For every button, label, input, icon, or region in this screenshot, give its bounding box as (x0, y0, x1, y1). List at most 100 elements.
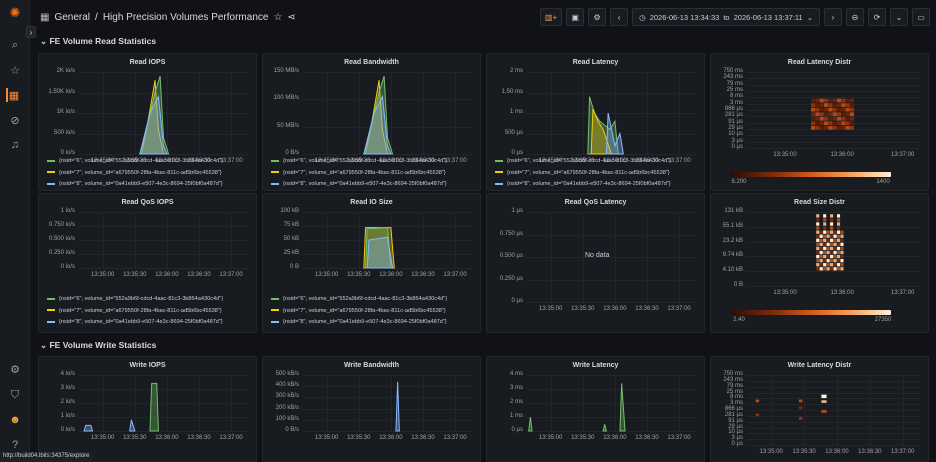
legend-item[interactable]: {nsid="6", volume_id="552a9b6f-cdcd-4aac… (271, 294, 447, 306)
panel-title[interactable]: Read IO Size (350, 199, 393, 206)
heatmap-cell (828, 116, 833, 121)
legend-item[interactable]: {nsid="7", volume_id="a679550f-28fa-4bac… (271, 306, 447, 318)
row-title-text: FE Volume Write Statistics (49, 340, 157, 350)
panel-title[interactable]: Read QoS Latency (564, 199, 627, 206)
time-shift-forward-button[interactable]: › (824, 8, 842, 26)
panel-read_iops[interactable]: Read IOPS 2K io/s 1.50K io/s 1K io/s 500 io/… (38, 53, 257, 191)
heatmap-cell (823, 125, 829, 130)
panel-read_bw[interactable]: Read Bandwidth 150 MB/s 100 MB/s 50 MB/s 0 B… (262, 53, 481, 191)
refresh-interval-picker[interactable]: ⌄ (890, 8, 908, 26)
series-area (587, 96, 624, 155)
panel-read_lat_distr[interactable]: Read Latency Distr 750 ms 243 ms 79 ms 25 ms… (710, 53, 929, 191)
help-icon[interactable]: ? (11, 439, 19, 451)
panel-title[interactable]: Read Latency Distr (787, 59, 852, 66)
panel-title[interactable]: Write Bandwidth (343, 362, 400, 369)
legend-item[interactable]: {nsid="8", volume_id="0a41ebb9-e507-4e3c… (47, 317, 223, 329)
legend-item[interactable]: {nsid="6", volume_id="552a9b6f-cdcd-4aac… (271, 156, 447, 168)
search-icon[interactable]: ⌕ (11, 38, 19, 51)
panel-write_lat[interactable]: Write Latency 4 ms 3 ms 2 ms 1 ms 0 µs 13:35:0… (486, 356, 705, 462)
grafana-logo-icon[interactable]: ✺ (9, 5, 21, 20)
heatmap-cell (849, 121, 855, 126)
legend-item[interactable]: {nsid="7", volume_id="a679550f-28fa-4bac… (47, 168, 223, 180)
refresh-button[interactable]: ⟳ (868, 8, 886, 26)
heatmap-cell (830, 242, 834, 247)
time-shift-back-button[interactable]: ‹ (610, 8, 629, 26)
grid-line (747, 78, 920, 80)
grid-line (646, 212, 648, 302)
y-tick-label: 2 io/s (60, 399, 75, 405)
legend-item[interactable]: {nsid="6", volume_id="552a9b6f-cdcd-4aac… (47, 156, 223, 168)
panel-title[interactable]: Write Latency (572, 362, 619, 369)
y-tick-label: 0.500 io/s (48, 236, 75, 242)
legend-item[interactable]: {nsid="7", volume_id="a679550f-28fa-4bac… (47, 306, 223, 318)
x-tick-label: 13:36:00 (155, 272, 179, 278)
heatmap-cell (841, 125, 846, 130)
panel-read_io_size[interactable]: Read IO Size 100 kB 75 kB 50 kB 25 kB 0 B 13:3… (262, 193, 481, 333)
y-tick-label: 300 kB/s (275, 393, 299, 400)
add-panel-button[interactable]: ▥+ (539, 8, 563, 26)
row-read-stats[interactable]: ⌄ FE Volume Read Statistics (40, 36, 156, 47)
row-write-stats[interactable]: ⌄ FE Volume Write Statistics (40, 340, 156, 351)
scale-min-label: 6.200 (731, 179, 747, 185)
alerting-icon[interactable]: ♫ (10, 139, 20, 151)
legend-item[interactable]: {nsid="6", volume_id="552a9b6f-cdcd-4aac… (495, 156, 671, 168)
x-tick-label: 13:35:00 (773, 152, 797, 158)
panel-title[interactable]: Write IOPS (129, 362, 166, 369)
grid-line (747, 392, 920, 394)
heatmap-cell (845, 112, 850, 117)
dashboards-icon[interactable]: ▦ (6, 88, 20, 102)
panel-title[interactable]: Read Size Distr (794, 199, 845, 206)
panel-read_size_distr[interactable]: Read Size Distr 131 kB 55.1 kB 23.2 kB 9.74 … (710, 193, 929, 333)
heatmap-cell (815, 107, 820, 112)
settings-gear-icon[interactable]: ⚙ (10, 363, 20, 376)
legend-item[interactable]: {nsid="8", volume_id="0a41ebb9-e507-4e3c… (271, 317, 447, 329)
star-icon[interactable]: ☆ (273, 11, 283, 23)
tv-mode-button[interactable]: ▭ (912, 8, 930, 26)
save-dashboard-button[interactable]: ▣ (566, 8, 585, 26)
panel-title[interactable]: Read Latency (572, 59, 619, 66)
heatmap-cell (833, 263, 837, 267)
panel-read_qos_lat[interactable]: Read QoS Latency 1 µs 0.750 µs 0.500 µs 0.25… (486, 193, 705, 333)
y-tick-label: 1K io/s (56, 109, 75, 115)
panel-write_iops[interactable]: Write IOPS 4 io/s 3 io/s 2 io/s 1 io/s 0 io/s… (38, 356, 257, 462)
y-tick-label: 750 ms (723, 68, 743, 74)
legend-label: {nsid="6", volume_id="552a9b6f-cdcd-4aac… (59, 296, 224, 302)
heatmap-cell (830, 234, 834, 238)
panel-write_lat_distr[interactable]: Write Latency Distr 750 ms 243 ms 79 ms 25 m… (710, 356, 929, 462)
zoom-out-button[interactable]: ⊖ (846, 8, 864, 26)
legend-item[interactable]: {nsid="8", volume_id="0a41ebb9-e507-4e3c… (271, 179, 447, 191)
panel-read_qos_iops[interactable]: Read QoS IOPS 1 io/s 0.750 io/s 0.500 io/s 0… (38, 193, 257, 333)
legend-item[interactable]: {nsid="7", volume_id="a679550f-28fa-4bac… (495, 168, 671, 180)
panel-write_bw[interactable]: Write Bandwidth 500 kB/s 400 kB/s 300 kB/s 2… (262, 356, 481, 462)
y-tick-label: 29 µs (728, 423, 743, 430)
legend-item[interactable]: {nsid="7", volume_id="a679550f-28fa-4bac… (271, 168, 447, 180)
legend-item[interactable]: {nsid="6", volume_id="552a9b6f-cdcd-4aac… (47, 294, 223, 306)
panel-title[interactable]: Write Latency Distr (787, 362, 852, 369)
panel-title[interactable]: Read QoS IOPS (121, 199, 174, 206)
explore-icon[interactable]: ⊘ (10, 114, 20, 127)
sidebar-expand-button[interactable]: › (26, 26, 36, 38)
shield-icon[interactable]: ⛉ (10, 388, 20, 401)
heatmap-cell (830, 226, 834, 230)
dashboard-settings-button[interactable]: ⚙ (588, 8, 607, 26)
panel-read_lat[interactable]: Read Latency 2 ms 1.50 ms 1 ms 500 µs 0 µs 13:… (486, 53, 705, 191)
grid-line (134, 212, 136, 268)
heatmap-cell (840, 242, 844, 247)
clock-icon: ◷ (639, 12, 646, 22)
time-range-picker[interactable]: ◷ 2026-06-13 13:34:33 to 2026-06-13 13:3… (632, 8, 820, 26)
starred-icon[interactable]: ☆ (10, 64, 20, 77)
legend-item[interactable]: {nsid="8", volume_id="0a41ebb9-e507-4e3c… (47, 179, 223, 191)
share-icon[interactable]: ⋖ (287, 11, 296, 23)
dashboard-title[interactable]: High Precision Volumes Performance (102, 11, 269, 23)
user-avatar-icon[interactable]: ☻ (9, 414, 21, 426)
grid-line (198, 72, 200, 154)
breadcrumb-folder[interactable]: General (54, 11, 91, 23)
legend-item[interactable]: {nsid="8", volume_id="0a41ebb9-e507-4e3c… (495, 179, 671, 191)
grid-line (747, 72, 920, 73)
heatmap-cell (811, 103, 816, 107)
x-tick-label: 13:36:30 (635, 435, 659, 441)
series-area (83, 382, 159, 432)
panel-title[interactable]: Read IOPS (129, 59, 166, 66)
y-tick-label: 0.250 µs (499, 275, 523, 282)
panel-title[interactable]: Read Bandwidth (344, 59, 399, 66)
